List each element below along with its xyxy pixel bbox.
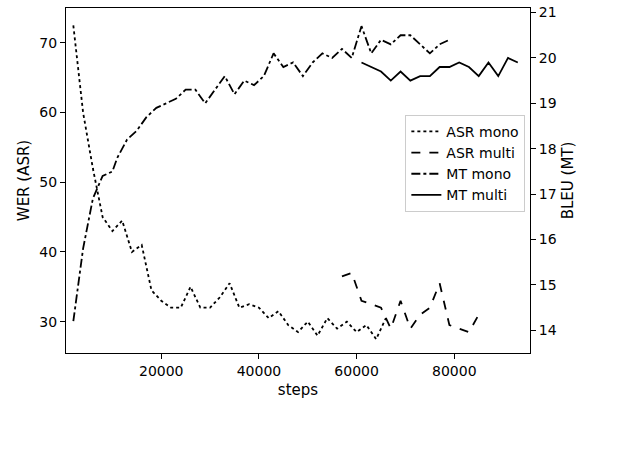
svg-text:19: 19: [539, 95, 557, 111]
svg-text:20: 20: [539, 50, 557, 66]
svg-text:14: 14: [539, 322, 557, 338]
svg-text:WER (ASR): WER (ASR): [15, 140, 33, 221]
svg-text:60: 60: [39, 104, 57, 120]
svg-text:MT mono: MT mono: [446, 166, 511, 182]
svg-text:70: 70: [39, 35, 57, 51]
svg-text:80000: 80000: [432, 363, 477, 379]
svg-text:steps: steps: [278, 381, 318, 399]
svg-text:ASR mono: ASR mono: [446, 124, 518, 140]
svg-text:BLEU (MT): BLEU (MT): [559, 142, 577, 220]
svg-text:15: 15: [539, 277, 557, 293]
svg-text:21: 21: [539, 4, 557, 20]
svg-text:40000: 40000: [237, 363, 282, 379]
svg-text:20000: 20000: [139, 363, 184, 379]
svg-text:ASR multi: ASR multi: [446, 145, 514, 161]
svg-text:60000: 60000: [334, 363, 379, 379]
svg-text:17: 17: [539, 186, 557, 202]
svg-text:MT multi: MT multi: [446, 187, 507, 203]
svg-text:50: 50: [39, 174, 57, 190]
svg-text:18: 18: [539, 141, 557, 157]
svg-text:40: 40: [39, 244, 57, 260]
svg-text:30: 30: [39, 314, 57, 330]
svg-text:16: 16: [539, 231, 557, 247]
